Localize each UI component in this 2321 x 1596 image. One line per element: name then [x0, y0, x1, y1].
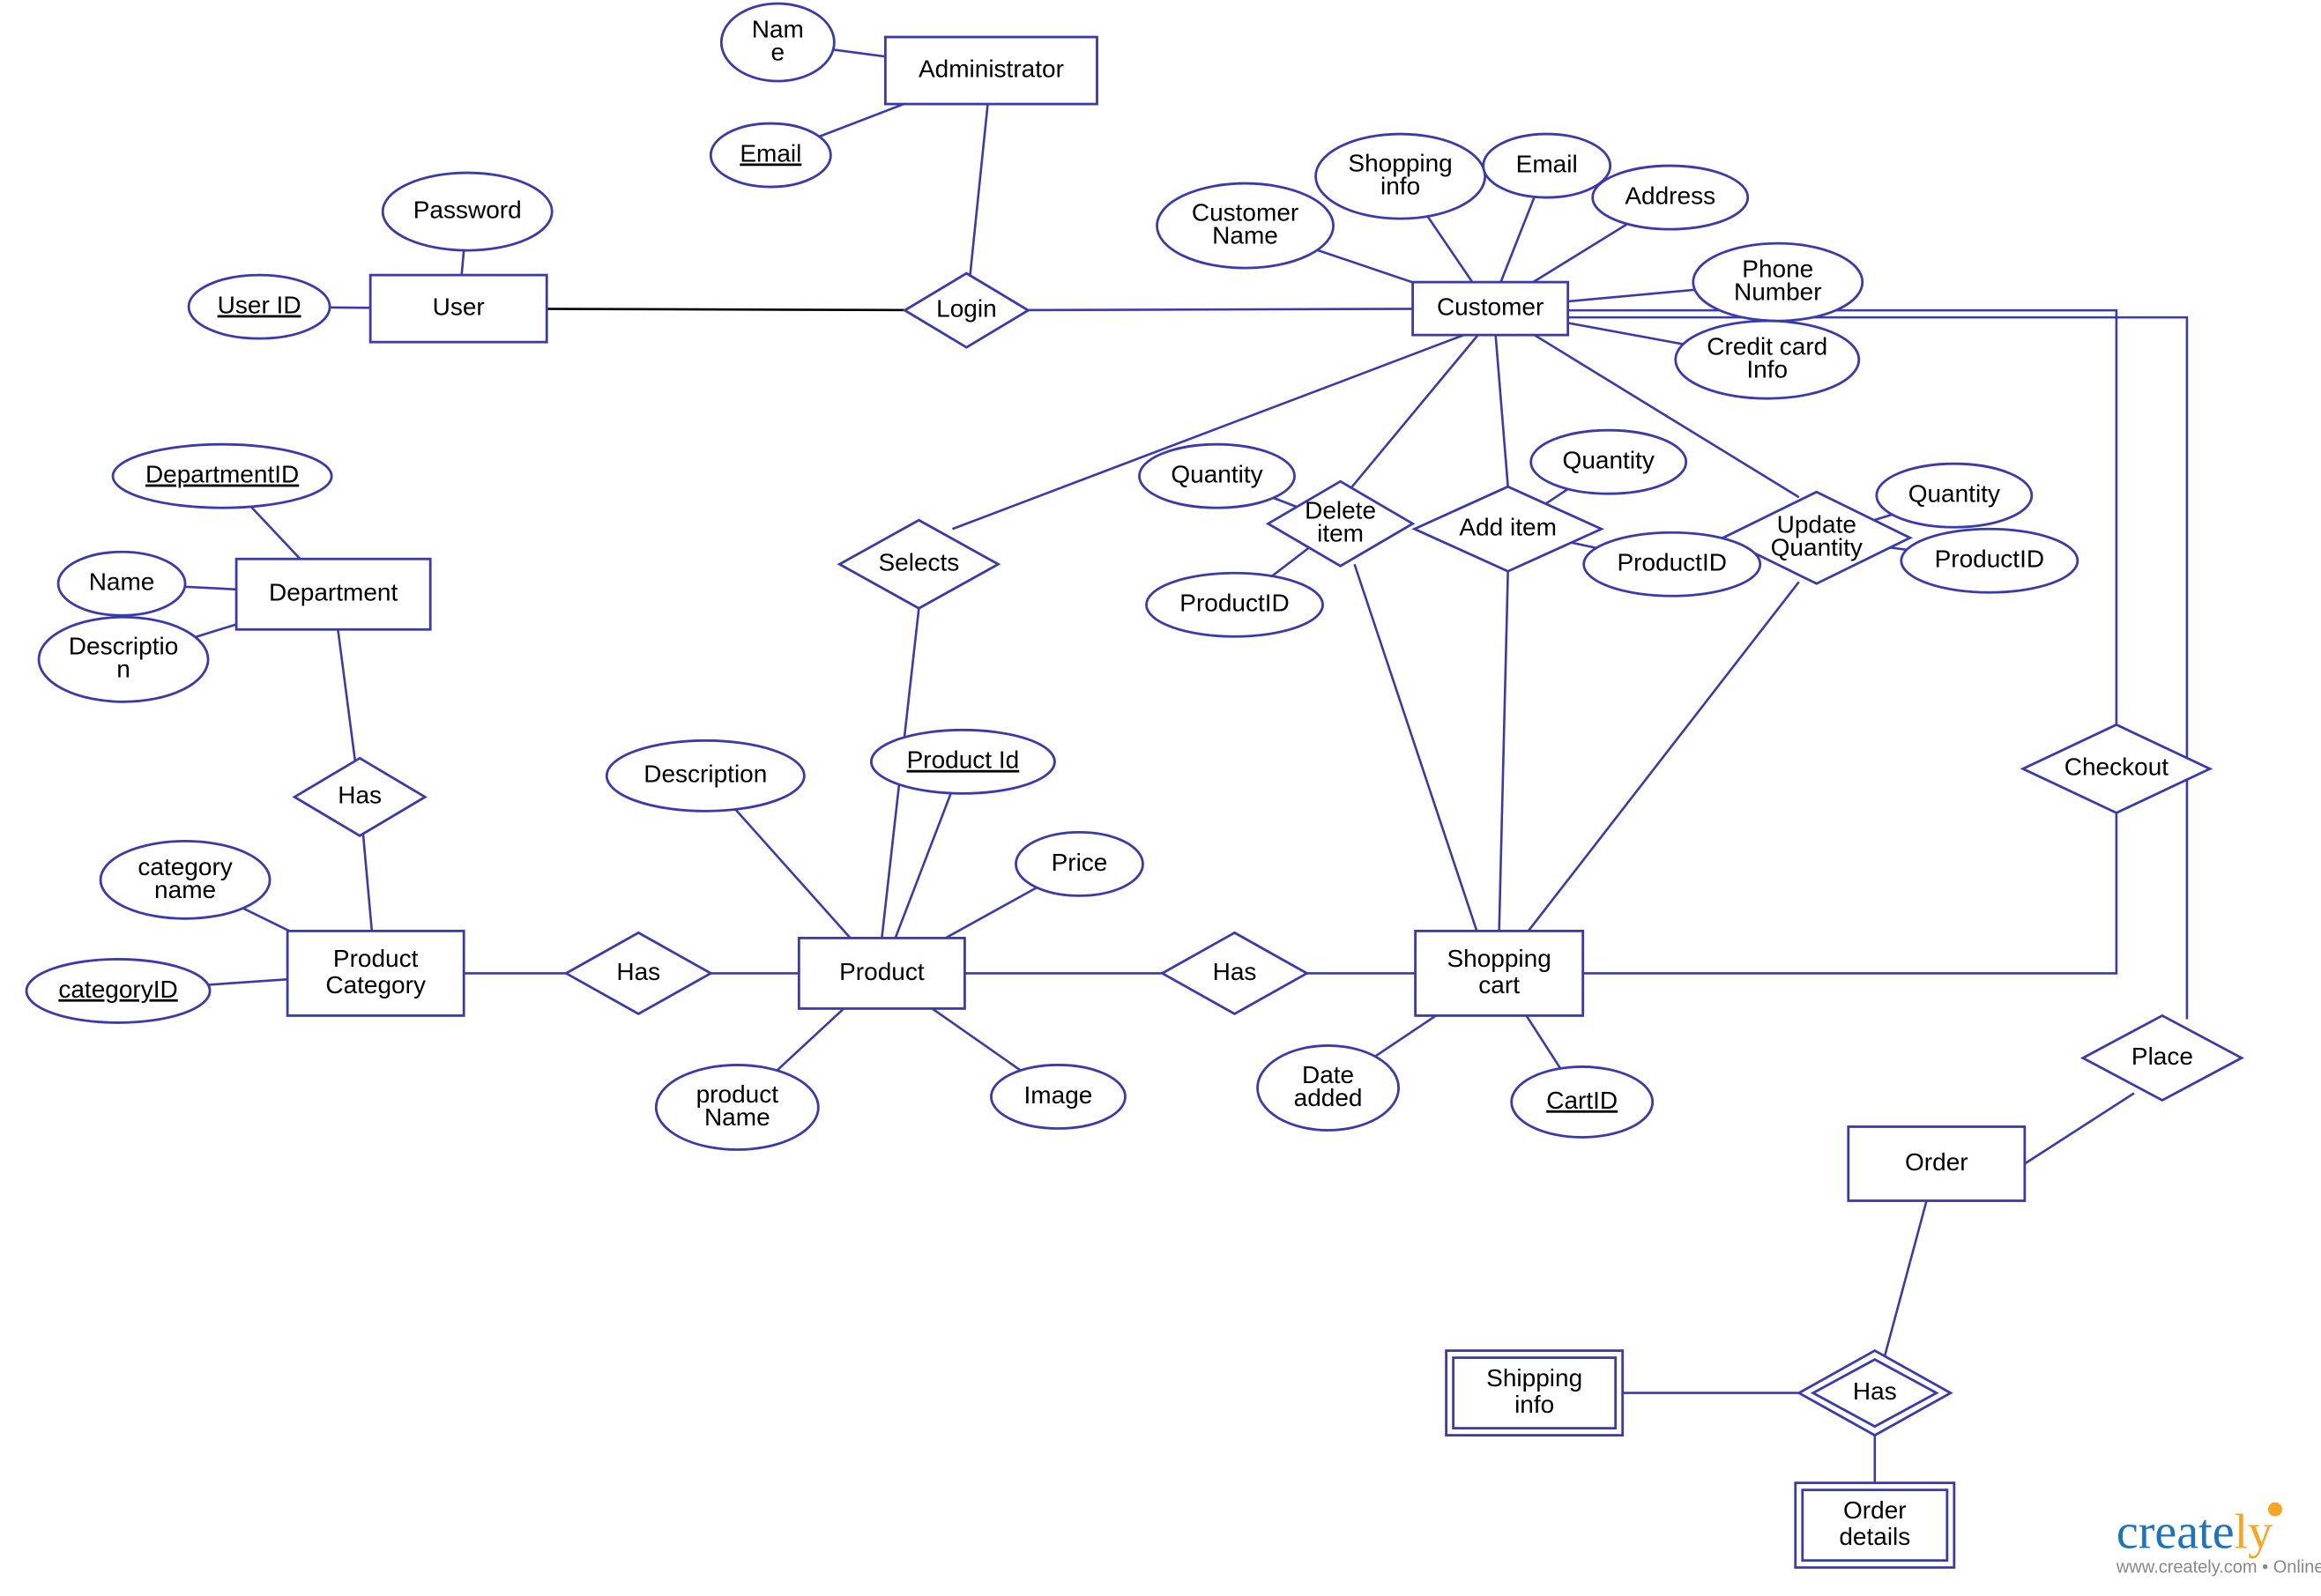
attribute-label: Image	[1024, 1081, 1093, 1109]
attribute-label: ProductID	[1179, 590, 1290, 617]
edge	[1526, 582, 1799, 934]
edge	[1584, 811, 2116, 973]
entity-label: Administrator	[919, 55, 1064, 82]
edge	[1496, 335, 1508, 486]
attribute-label: User ID	[218, 292, 301, 319]
attribute-label: DepartmentID	[145, 461, 299, 488]
relationship-label: Quantity	[1771, 534, 1863, 561]
relationship-label: Place	[2131, 1043, 2193, 1070]
entity-label: Shopping	[1447, 945, 1551, 972]
relationship-label: Checkout	[2064, 753, 2169, 781]
weak-entity-label: Order	[1843, 1496, 1907, 1524]
edge	[1568, 317, 2187, 1019]
watermark: createlywww.creately.com • Online Diagra…	[2116, 1503, 2321, 1577]
edge	[1499, 571, 1508, 931]
attribute-label: Quantity	[1171, 461, 1262, 488]
attribute-label: Price	[1052, 849, 1108, 876]
attribute-label: Description	[643, 761, 767, 788]
entity-label: Product	[333, 945, 419, 972]
attribute-label: name	[154, 876, 216, 903]
weak-entity-label: details	[1839, 1523, 1910, 1550]
relationship-label: Has	[338, 782, 382, 809]
attribute-label: Product Id	[907, 746, 1020, 774]
attribute-label: n	[116, 656, 130, 683]
attribute-label: Email	[740, 139, 801, 167]
relationship-label: Add item	[1459, 514, 1557, 541]
entity-label: User	[433, 293, 485, 321]
entity-label: Product	[839, 958, 925, 985]
entity-label: cart	[1478, 971, 1520, 998]
attribute-label: added	[1294, 1084, 1363, 1111]
watermark-brand: creately	[2116, 1505, 2273, 1560]
entity-label: Category	[325, 971, 426, 998]
edge	[2025, 1093, 2134, 1163]
relationship-label: Login	[936, 295, 997, 323]
attribute-label: Address	[1625, 182, 1715, 209]
id-relationship-label: Has	[1853, 1377, 1897, 1405]
relationship-label: Selects	[878, 549, 959, 576]
edges	[118, 42, 2187, 1525]
attribute-label: Name	[89, 568, 155, 596]
entity-label: Order	[1905, 1148, 1968, 1176]
watermark-sub: www.creately.com • Online Diagramming	[2116, 1558, 2321, 1577]
attribute-label: info	[1380, 172, 1420, 199]
entity-label: Customer	[1437, 293, 1544, 321]
attribute-label: Email	[1516, 150, 1578, 177]
weak-entity-label: info	[1514, 1391, 1554, 1418]
attribute-label: Password	[413, 196, 522, 223]
weak-entity-label: Shipping	[1486, 1364, 1582, 1392]
entity-label: Department	[269, 579, 398, 606]
relationship-label: Has	[616, 958, 660, 985]
attribute-label: categoryID	[58, 976, 177, 1003]
attribute-label: e	[771, 38, 785, 65]
attribute-label: Name	[704, 1103, 770, 1131]
edge	[1350, 335, 1478, 490]
attribute-label: Quantity	[1908, 480, 2000, 508]
attribute-label: Quantity	[1563, 447, 1655, 474]
relationship-label: item	[1317, 520, 1364, 547]
attribute-label: ProductID	[1617, 549, 1727, 576]
attribute-label: Name	[1212, 222, 1278, 249]
relationship-label: Has	[1213, 958, 1257, 985]
attribute-label: Number	[1734, 278, 1822, 306]
attribute-label: CartID	[1546, 1087, 1618, 1114]
er-diagram: User Administrator Customer Department Produ…	[0, 0, 2321, 1596]
attribute-label: Info	[1746, 356, 1788, 383]
attribute-label: ProductID	[1935, 546, 2044, 573]
edge	[1355, 564, 1478, 934]
